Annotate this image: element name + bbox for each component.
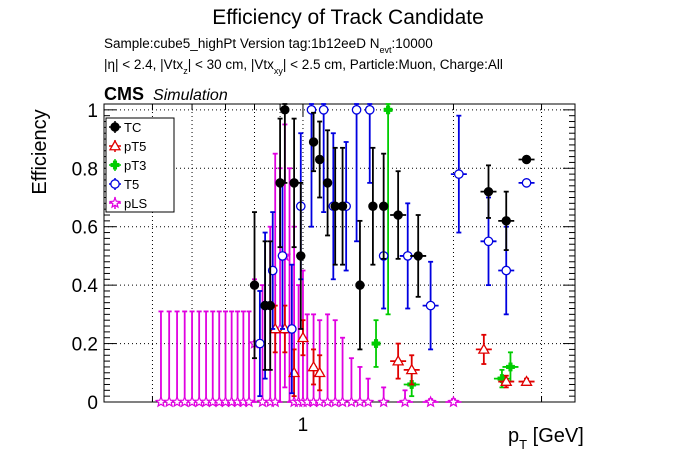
y-tick-label: 0.6 — [72, 218, 98, 239]
data-point-t5 — [483, 236, 494, 247]
data-point-tc — [413, 251, 423, 261]
legend-entry-pt3: pT3 — [109, 158, 146, 173]
data-point-pls — [377, 395, 390, 408]
legend-label: pT3 — [124, 158, 146, 173]
data-point-pt5 — [392, 354, 405, 366]
data-point-tc — [501, 216, 511, 226]
chart-subtitle-2: |η| < 2.4, |Vtxz| < 30 cm, |Vtxxy| < 2.5… — [104, 57, 503, 76]
legend-marker-pt5 — [108, 139, 122, 151]
legend-marker-pls — [108, 196, 122, 209]
data-point-pls — [361, 395, 375, 408]
data-point-tc — [249, 280, 260, 290]
data-point-pls — [242, 395, 256, 408]
data-point-pls — [268, 395, 282, 408]
data-point-tc — [368, 201, 378, 211]
data-point-pls — [398, 395, 412, 408]
subtitle-1-text: Sample:cube5_highPt Version tag:1b12eeD … — [104, 36, 379, 51]
data-point-tc — [378, 201, 389, 211]
data-point-tc — [393, 210, 403, 220]
data-point-t5 — [425, 300, 436, 311]
data-point-t5 — [286, 324, 297, 334]
data-point-tc — [265, 300, 275, 311]
legend: TC pT5 pT3 T5 pLS — [105, 117, 175, 213]
data-point-t5 — [277, 251, 288, 261]
data-point-t5 — [501, 265, 512, 276]
subtitle-2-text: |η| < 2.4, |Vtx — [104, 57, 183, 72]
data-point-pls — [424, 395, 437, 408]
subtitle-2-end: | < 2.5 cm, Particle:Muon, Charge:All — [283, 57, 503, 72]
data-point-tc — [322, 178, 333, 188]
data-point-t5 — [255, 338, 265, 349]
legend-label: TC — [124, 120, 141, 135]
y-tick-label: 1 — [87, 101, 98, 122]
y-tick-label: 0 — [87, 393, 98, 414]
data-point-tc — [308, 137, 319, 147]
legend-marker-tc — [110, 122, 120, 132]
legend-entry-pls: pLS — [108, 196, 147, 211]
data-point-pt5 — [405, 363, 418, 375]
simulation-text: Simulation — [153, 87, 228, 104]
data-point-t5 — [351, 104, 362, 115]
data-point-tc — [280, 105, 290, 115]
data-point-tc — [296, 251, 306, 261]
chart-subtitle-1: Sample:cube5_highPt Version tag:1b12eeD … — [104, 36, 433, 55]
data-point-pt5 — [307, 360, 320, 372]
series-pt3 — [371, 103, 519, 398]
data-point-tc — [521, 154, 532, 165]
legend-marker-pt3 — [110, 160, 120, 170]
x-axis-label-unit: [GeV] — [527, 425, 584, 447]
data-point-pt3 — [371, 339, 381, 349]
legend-label: pT5 — [124, 139, 146, 154]
subtitle-1-end: :10000 — [391, 36, 432, 51]
data-point-pt5 — [500, 375, 513, 386]
data-point-tc — [355, 280, 365, 290]
data-point-t5 — [364, 104, 375, 115]
legend-label: T5 — [124, 177, 139, 192]
subtitle-1-sub: evt — [379, 45, 392, 55]
y-tick-label: 0.4 — [72, 276, 99, 297]
data-point-tc — [337, 201, 348, 211]
subtitle-2-sub-xy: xy — [274, 66, 284, 76]
subtitle-2-mid: | < 30 cm, |Vtx — [188, 57, 274, 72]
series-pls — [154, 123, 462, 408]
cms-text: CMS — [104, 84, 144, 104]
data-point-t5 — [453, 169, 464, 179]
data-point-tc — [314, 154, 325, 165]
data-point-t5 — [521, 178, 532, 188]
x-tick-label: 1 — [298, 415, 309, 436]
data-point-pt3 — [506, 362, 515, 372]
cms-label: CMS Simulation — [104, 84, 228, 104]
x-axis-label-sub: T — [519, 437, 527, 452]
series-tc — [249, 103, 535, 371]
legend-marker-t5 — [110, 179, 120, 189]
data-point-pt5 — [477, 343, 490, 354]
legend-entry-tc: TC — [109, 120, 141, 135]
data-point-pt5 — [296, 331, 310, 343]
data-point-pt5 — [313, 366, 326, 378]
data-point-tc — [483, 186, 494, 197]
data-point-pls — [447, 395, 460, 408]
legend-label: pLS — [124, 196, 147, 211]
chart-title: Efficiency of Track Candidate — [212, 6, 484, 29]
series-group — [154, 103, 535, 408]
data-point-t5 — [318, 104, 329, 115]
legend-entry-pt5: pT5 — [108, 139, 146, 154]
x-axis-label-main: p — [508, 425, 519, 447]
y-tick-label: 0.2 — [72, 335, 98, 356]
subtitle-2-sub-z: z — [183, 66, 188, 76]
data-point-pt3 — [383, 105, 393, 115]
data-point-pt5 — [520, 375, 533, 386]
y-tick-label: 0.8 — [72, 159, 98, 180]
data-point-tc — [289, 178, 299, 188]
legend-entry-t5: T5 — [109, 177, 139, 192]
y-axis-label: Efficiency — [29, 109, 51, 194]
x-axis-label: pT [GeV] — [508, 425, 584, 452]
